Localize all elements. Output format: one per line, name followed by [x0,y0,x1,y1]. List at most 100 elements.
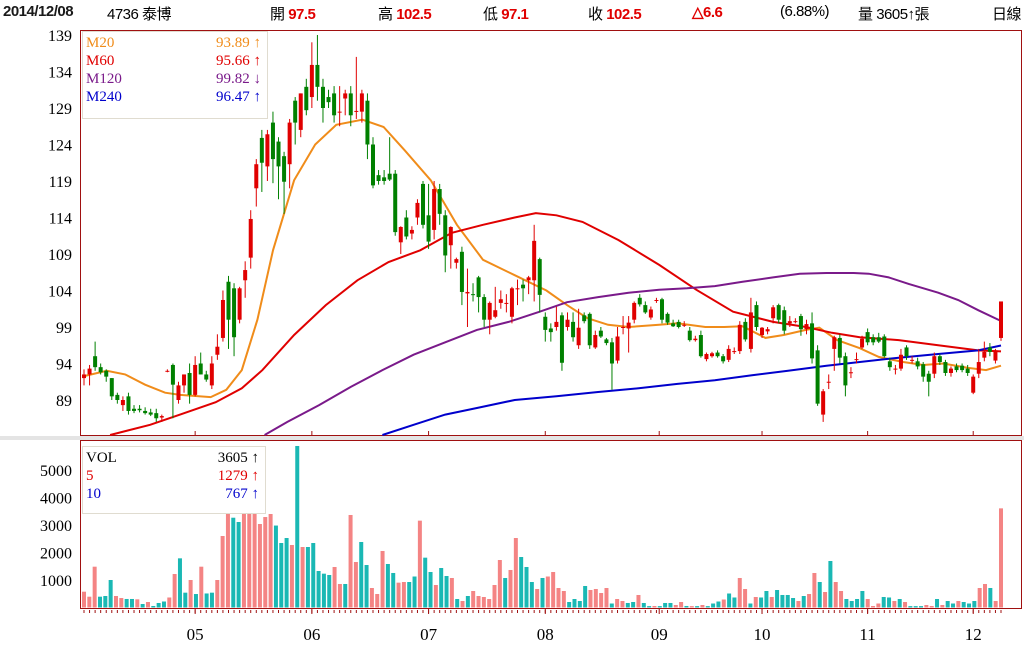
candle [215,334,220,360]
candle-body [459,251,464,292]
candle-body [126,396,131,411]
candle [821,389,826,422]
candle [404,210,409,240]
panel-divider[interactable] [0,436,1024,440]
candle [604,337,609,346]
candle [337,86,342,127]
candle-body [93,356,98,368]
candle [120,396,125,411]
ma-line-m120 [264,272,1002,436]
ma-legend: M20 93.89 ↑ M60 95.66 ↑ M120 99.82 ↓ M240 96… [82,31,268,119]
volume-tick-label: 2000 [40,546,72,563]
close-value: 102.5 [606,6,642,23]
candle-body [999,301,1003,338]
candle-body [793,321,798,323]
candle-body [376,175,381,181]
candle-body [948,368,953,373]
volume-bar [876,603,881,608]
volume-bar [807,593,812,608]
candle [243,261,248,298]
candle [459,246,464,306]
volume-bar [679,602,684,608]
price-tick-label: 94 [56,357,72,374]
volume-bar [401,582,406,608]
candle-body [298,93,303,130]
candle-body [609,342,614,364]
volume-bar [513,538,518,608]
volume-bar [113,596,118,608]
volume-bar [449,577,454,608]
candle-body [748,312,753,349]
candle-body [476,277,481,298]
volume-bar [209,592,214,608]
volume-bar [82,591,86,608]
candle [559,312,564,371]
volume-bar [540,577,545,608]
candle [232,283,237,357]
month-label: 12 [965,625,982,644]
month-label: 08 [537,625,554,644]
volume-bar [252,514,257,608]
volume-bar [135,599,140,608]
volume-bar [103,596,108,608]
candle [259,129,264,192]
price-tick-label: 89 [56,393,72,410]
candle [771,305,776,324]
candle [432,181,437,240]
month-label: 09 [651,625,668,644]
candle [454,257,459,269]
candle-body [104,370,109,377]
ma-name: M120 [86,71,122,87]
volume-bar [337,583,342,608]
candle-body [132,408,137,411]
candle [748,297,753,353]
candle [498,290,503,309]
volume-bar [327,574,332,608]
volume-bar [924,604,929,608]
volume-bar [241,514,246,608]
ma-value: 93.89 ↑ [216,35,261,51]
candle-body [832,337,837,349]
candle [937,354,942,365]
candle [948,366,953,377]
candle [493,286,498,319]
candle-body [737,324,742,352]
candle [782,306,787,335]
ma-name: M20 [86,35,115,51]
volume-bar [919,606,924,608]
candle [621,316,626,335]
volume-bar [348,514,353,608]
candle [715,350,720,358]
candle [965,364,970,376]
candle [393,170,398,236]
candle [743,318,748,342]
volume-bar [583,585,588,608]
period-label[interactable]: 日線 [992,6,1022,23]
volume-bar [993,601,998,608]
candle-body [776,305,781,320]
candle [932,352,937,379]
volume-bar [183,592,188,608]
volume-bar [759,597,764,608]
candle [999,301,1003,341]
candle [943,359,948,376]
candle [576,308,581,349]
candle [693,335,698,342]
candle [682,321,687,327]
candle-body [232,288,237,338]
candle-body [204,374,209,380]
volume-bar [689,606,694,608]
candle-body [109,378,114,397]
volume-bar [204,593,209,608]
candle-body [309,64,314,98]
ma-name: M60 [86,53,115,69]
candle-body [559,315,564,363]
candle [220,290,225,342]
volume-bar [199,566,204,608]
vol-legend-ma5: 5 1279 ↑ [83,467,265,485]
volume-bar [855,599,860,608]
candle [170,363,175,419]
volume-bar [236,522,241,608]
volume-bar [188,580,193,608]
